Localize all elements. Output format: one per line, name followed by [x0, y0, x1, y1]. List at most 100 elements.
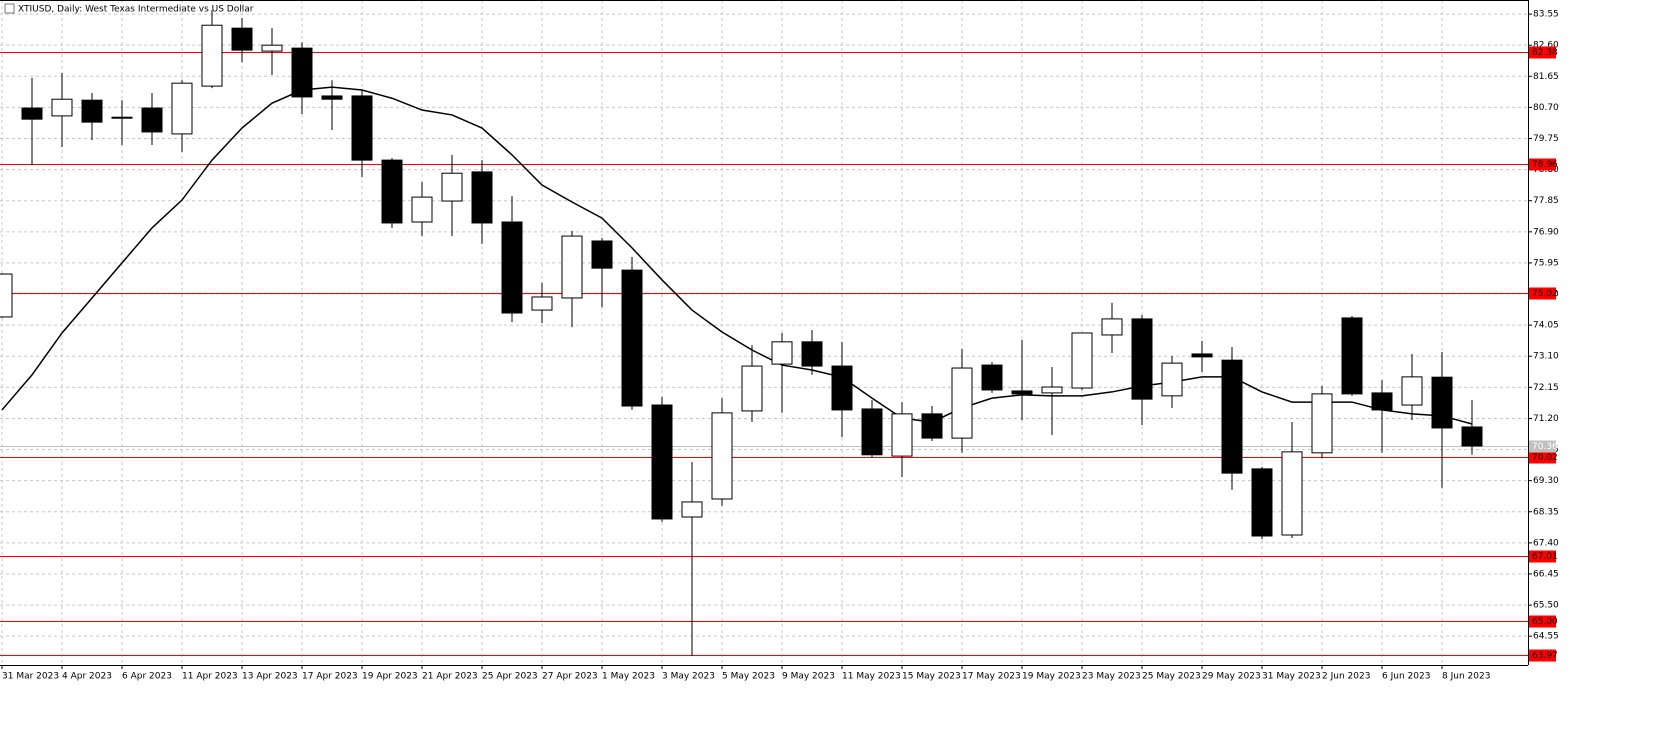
- x-tick-label: 8 Jun 2023: [1442, 672, 1490, 682]
- x-tick-label: 3 May 2023: [662, 672, 715, 682]
- y-tick-label: 72.15: [1533, 383, 1559, 393]
- candle-body: [861, 408, 883, 456]
- x-tick-label: 4 Apr 2023: [62, 672, 112, 682]
- x-tick-label: 5 May 2023: [722, 672, 775, 682]
- candle-body: [771, 341, 793, 365]
- level-tag: [1529, 158, 1556, 171]
- axes: 64.5565.5066.4567.4068.3569.3070.2571.20…: [0, 0, 1559, 682]
- candle-body: [951, 367, 973, 439]
- symbol-icon: [4, 3, 15, 14]
- candle-body: [21, 107, 43, 120]
- level-tag: [1529, 287, 1556, 300]
- y-tick-label: 69.30: [1533, 476, 1559, 486]
- x-tick-label: 25 Apr 2023: [482, 672, 538, 682]
- candle-body: [681, 501, 703, 518]
- x-tick-label: 31 May 2023: [1262, 672, 1321, 682]
- x-tick-label: 21 Apr 2023: [422, 672, 478, 682]
- y-tick-label: 76.90: [1533, 227, 1559, 237]
- level-label: 67.01: [1532, 552, 1558, 562]
- candle-body: [591, 240, 613, 269]
- last-price-label: 70.36: [1532, 442, 1558, 452]
- candle-body: [531, 296, 553, 311]
- x-tick-label: 1 May 2023: [602, 672, 655, 682]
- candle-body: [1101, 318, 1123, 336]
- x-tick-label: 13 Apr 2023: [242, 672, 298, 682]
- candle-body: [1341, 317, 1363, 395]
- candle-body: [111, 116, 133, 119]
- levels: [0, 52, 1528, 656]
- level-tag: [1529, 550, 1556, 563]
- x-tick-label: 15 May 2023: [902, 672, 961, 682]
- candle-body: [171, 82, 193, 135]
- candle-body: [1401, 376, 1423, 406]
- y-tick-label: 77.85: [1533, 196, 1559, 206]
- candle-body: [81, 99, 103, 123]
- candle-body: [441, 172, 463, 202]
- level-label: 75.02: [1532, 289, 1558, 299]
- y-tick-label: 74.05: [1533, 321, 1559, 331]
- last-price-tag: [1529, 440, 1556, 453]
- candle-body: [231, 27, 253, 51]
- y-tick-label: 68.35: [1533, 507, 1559, 517]
- candle-body: [0, 273, 13, 318]
- candle-body: [1071, 332, 1093, 389]
- x-tick-label: 27 Apr 2023: [542, 672, 598, 682]
- candle-body: [711, 412, 733, 500]
- candle-body: [261, 44, 283, 52]
- candle-body: [501, 221, 523, 314]
- candle-body: [351, 95, 373, 161]
- candle-body: [1281, 451, 1303, 536]
- price-tags: 82.38 78.96 75.02 70.02 67.01 65.00 63.97 70.36: [1529, 46, 1558, 662]
- candle-body: [741, 365, 763, 412]
- level-label: 65.00: [1532, 617, 1558, 627]
- candle-body: [51, 98, 73, 117]
- level-tag: [1529, 451, 1556, 464]
- candle-body: [1251, 468, 1273, 537]
- candle-body: [891, 413, 913, 457]
- candle-body: [381, 159, 403, 224]
- y-tick-label: 73.10: [1533, 352, 1559, 362]
- candle-body: [1191, 353, 1213, 358]
- candle-body: [651, 404, 673, 520]
- x-tick-label: 17 May 2023: [962, 672, 1021, 682]
- level-tag: [1529, 649, 1556, 662]
- x-tick-label: 25 May 2023: [1142, 672, 1201, 682]
- x-tick-label: 11 May 2023: [842, 672, 901, 682]
- x-tick-label: 6 Apr 2023: [122, 672, 172, 682]
- x-tick-label: 17 Apr 2023: [302, 672, 358, 682]
- candle-body: [291, 47, 313, 98]
- x-tick-label: 19 May 2023: [1022, 672, 1081, 682]
- y-tick-label: 82.60: [1533, 41, 1559, 51]
- candle-body: [561, 235, 583, 299]
- level-label: 78.96: [1532, 160, 1558, 170]
- y-tick-label: 67.40: [1533, 538, 1559, 548]
- candle-body: [921, 413, 943, 439]
- candle-body: [801, 341, 823, 367]
- candle-body: [1011, 390, 1033, 395]
- candle-body: [831, 365, 853, 411]
- y-tick-label: 66.45: [1533, 569, 1559, 579]
- level-label: 70.02: [1532, 453, 1558, 463]
- y-tick-label: 65.50: [1533, 601, 1559, 611]
- candle-body: [471, 171, 493, 224]
- candle-body: [621, 269, 643, 407]
- x-tick-label: 31 Mar 2023: [2, 672, 59, 682]
- candle-body: [1461, 426, 1483, 447]
- x-tick-label: 23 May 2023: [1082, 672, 1141, 682]
- candle-body: [1041, 386, 1063, 394]
- candle-body: [141, 107, 163, 133]
- candle-body: [1131, 318, 1153, 400]
- level-tag: [1529, 615, 1556, 628]
- candle-body: [1161, 362, 1183, 397]
- level-label: 82.38: [1532, 48, 1558, 58]
- candles: [0, 10, 1483, 656]
- candle-body: [1311, 393, 1333, 454]
- candle-body: [1221, 359, 1243, 474]
- candle-body: [1371, 392, 1393, 411]
- candle-body: [1431, 376, 1453, 429]
- x-tick-label: 2 Jun 2023: [1322, 672, 1370, 682]
- x-tick-label: 19 Apr 2023: [362, 672, 418, 682]
- x-tick-label: 29 May 2023: [1202, 672, 1261, 682]
- candle-body: [201, 24, 223, 87]
